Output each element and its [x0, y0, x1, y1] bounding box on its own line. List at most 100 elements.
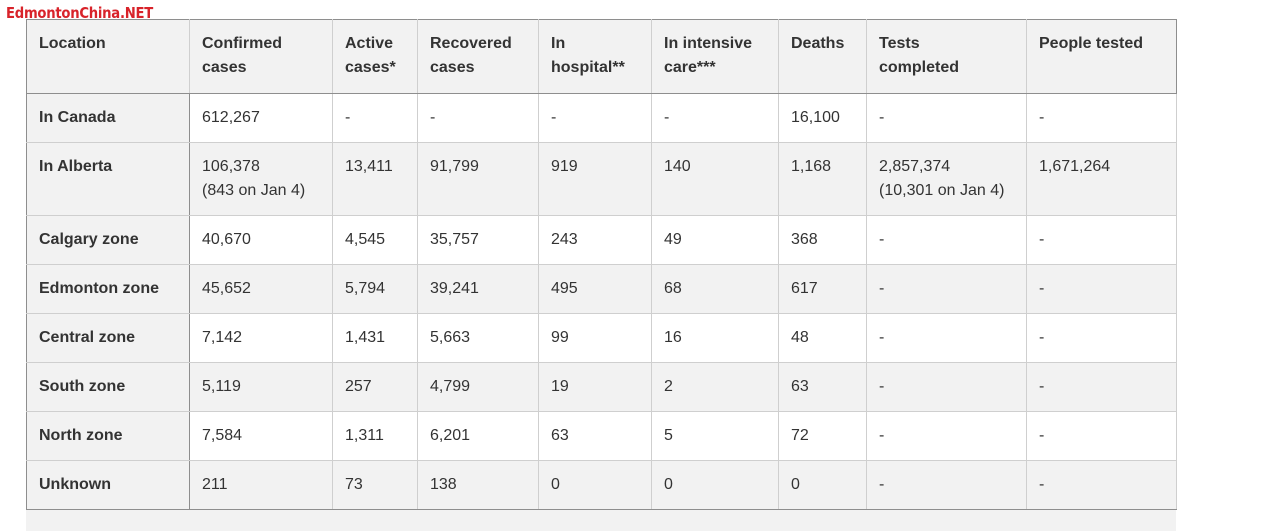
table-cell: -	[866, 362, 1027, 412]
row-location-label: Central zone	[26, 313, 190, 363]
column-header-text: People tested	[1039, 35, 1144, 52]
cell-value: 7,142	[202, 329, 243, 346]
cell-value: -	[551, 109, 557, 126]
cell-value: 72	[791, 427, 809, 444]
column-header-text: Active	[345, 35, 394, 52]
cell-value: 0	[551, 476, 560, 493]
cell-value: 612,267	[202, 109, 260, 126]
table-cell: 2,857,374 (10,301 on Jan 4)	[866, 142, 1027, 216]
row-location-label: South zone	[26, 362, 190, 412]
column-header: Tests completed	[866, 19, 1027, 94]
cell-value: 63	[791, 378, 809, 395]
table-cell: -	[866, 93, 1027, 143]
table-cell: 49	[651, 215, 779, 265]
column-header: Active cases*	[332, 19, 418, 94]
column-header: Deaths	[778, 19, 867, 94]
column-header: Recovered cases	[417, 19, 539, 94]
column-header-text: cases*	[345, 59, 396, 76]
table-body: In Canada 612,267- - - -16,100- - In Alberta 10…	[26, 93, 1177, 510]
table-cell: -	[332, 93, 418, 143]
cell-value: 19	[551, 378, 569, 395]
table-cell: 72	[778, 411, 867, 461]
cell-value: 5,119	[202, 378, 241, 395]
row-location-label: In Canada	[26, 93, 190, 143]
table-cell: 211	[189, 460, 333, 510]
cell-value: 495	[551, 280, 578, 297]
cell-value: 0	[664, 476, 673, 493]
column-header-text: hospital**	[551, 59, 625, 76]
table-cell: 4,799	[417, 362, 539, 412]
table-cell: 91,799	[417, 142, 539, 216]
table-cell: 919	[538, 142, 652, 216]
table-cell: 2	[651, 362, 779, 412]
cell-value: 4,799	[430, 378, 471, 395]
row-location-label: Edmonton zone	[26, 264, 190, 314]
row-location-label: In Alberta	[26, 142, 190, 216]
cell-value: (843 on Jan 4)	[202, 182, 306, 199]
table-cell: -	[1026, 362, 1177, 412]
cell-value: 257	[345, 378, 372, 395]
cell-value: 63	[551, 427, 569, 444]
table-cell: 368	[778, 215, 867, 265]
table-cell: -	[866, 313, 1027, 363]
cell-value: 5,663	[430, 329, 471, 346]
cell-value: 91,799	[430, 158, 479, 175]
cell-value: 211	[202, 476, 228, 493]
table-header: Location Confirmed cases Active cases* Recove…	[26, 19, 1177, 94]
table-cell: 138	[417, 460, 539, 510]
cell-value: 919	[551, 158, 578, 175]
table-cell: -	[866, 264, 1027, 314]
table-cell: -	[1026, 460, 1177, 510]
table-cell: 73	[332, 460, 418, 510]
table-row: Edmonton zone 45,652 5,794 39,241 495 68 617 - -	[26, 264, 1177, 314]
table-cell: -	[1026, 264, 1177, 314]
table-footnote-strip	[26, 510, 1176, 531]
table-cell: 0	[778, 460, 867, 510]
table-cell: -	[866, 411, 1027, 461]
table-cell: -	[417, 93, 539, 143]
cell-value: 5,794	[345, 280, 386, 297]
column-header-text: care***	[664, 59, 716, 76]
table-cell: 5	[651, 411, 779, 461]
cell-value: -	[1039, 280, 1045, 297]
table-cell: 40,670	[189, 215, 333, 265]
cell-value: -	[1039, 109, 1045, 126]
row-location-label: Unknown	[26, 460, 190, 510]
column-header: People tested	[1026, 19, 1177, 94]
cell-value: 140	[664, 158, 691, 175]
table-cell: 257	[332, 362, 418, 412]
table-cell: -	[538, 93, 652, 143]
header-row: Location Confirmed cases Active cases* Recove…	[26, 19, 1177, 94]
table-cell: -	[1026, 215, 1177, 265]
table-cell: 48	[778, 313, 867, 363]
column-header-text: cases	[430, 59, 475, 76]
table-cell: 45,652	[189, 264, 333, 314]
table-row: In Canada 612,267 - - - - 16,100 - -	[26, 93, 1177, 143]
cell-value: 4,545	[345, 231, 386, 248]
cell-value: 48	[791, 329, 809, 346]
table-cell: -	[1026, 313, 1177, 363]
cell-value: 68	[664, 280, 682, 297]
table-cell: 7,584	[189, 411, 333, 461]
table-cell: 5,663	[417, 313, 539, 363]
table-cell: 106,378 (843 on Jan 4)	[189, 142, 333, 216]
cell-value: 7,584	[202, 427, 243, 444]
cell-value: 617	[791, 280, 818, 297]
table-cell: 1,311	[332, 411, 418, 461]
cell-value: 49	[664, 231, 682, 248]
table-cell: 19	[538, 362, 652, 412]
cell-value: (10,301 on Jan 4)	[879, 182, 1005, 199]
table-cell: 63	[778, 362, 867, 412]
table-cell: -	[1026, 411, 1177, 461]
cell-value: -	[664, 109, 670, 126]
table-cell: 4,545	[332, 215, 418, 265]
cell-value: -	[879, 329, 885, 346]
table-row: Central zone 7,142 1,431 5,663 99 16 48 - -	[26, 313, 1177, 363]
cell-value: 138	[430, 476, 457, 493]
table-row: Calgary zone 40,670 4,545 35,757 243 49 368 - -	[26, 215, 1177, 265]
table-cell: -	[1026, 93, 1177, 143]
covid-stats-table: Location Confirmed cases Active cases* Recove…	[26, 19, 1177, 510]
cell-value: 2,857,374	[879, 158, 951, 175]
table-cell: 39,241	[417, 264, 539, 314]
column-header-text: Confirmed	[202, 35, 282, 52]
